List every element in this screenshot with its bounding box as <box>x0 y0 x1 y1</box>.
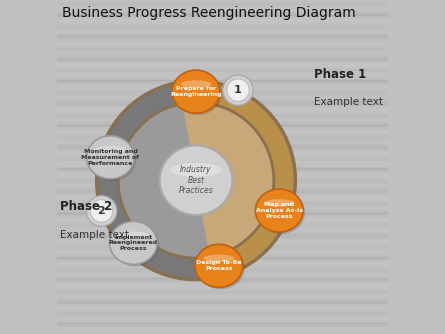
Ellipse shape <box>197 246 245 289</box>
Ellipse shape <box>118 231 149 239</box>
Ellipse shape <box>95 146 126 154</box>
Wedge shape <box>97 82 213 280</box>
Ellipse shape <box>112 223 159 267</box>
Ellipse shape <box>203 255 235 262</box>
Text: Map and
Analyze As-Is
Process: Map and Analyze As-Is Process <box>256 202 303 219</box>
Circle shape <box>86 196 117 226</box>
Ellipse shape <box>255 189 303 232</box>
Circle shape <box>90 200 113 222</box>
Text: Example text: Example text <box>60 230 129 240</box>
Ellipse shape <box>170 163 222 177</box>
Text: Implement
Reengineered
Process: Implement Reengineered Process <box>109 234 158 251</box>
Text: 1: 1 <box>234 85 242 95</box>
Text: Prepare for
Reengineering: Prepare for Reengineering <box>170 86 222 97</box>
Text: Design To-Be
Process: Design To-Be Process <box>196 261 242 271</box>
Ellipse shape <box>181 80 211 88</box>
Ellipse shape <box>174 72 222 115</box>
Ellipse shape <box>195 244 243 287</box>
Text: Phase 1: Phase 1 <box>314 67 366 80</box>
Wedge shape <box>97 82 213 280</box>
Text: Example text: Example text <box>314 98 383 108</box>
Ellipse shape <box>109 221 157 265</box>
Text: Industry
Best
Practices: Industry Best Practices <box>178 165 213 195</box>
Ellipse shape <box>257 191 305 234</box>
Ellipse shape <box>172 70 220 113</box>
Ellipse shape <box>89 138 136 181</box>
Text: Business Progress Reengineering Diagram: Business Progress Reengineering Diagram <box>62 6 356 20</box>
Text: Monitoring and
Measurement of
Performance: Monitoring and Measurement of Performanc… <box>81 149 139 166</box>
Ellipse shape <box>87 136 134 179</box>
Circle shape <box>223 75 253 106</box>
Circle shape <box>227 79 249 102</box>
Circle shape <box>97 81 295 280</box>
Ellipse shape <box>264 199 295 207</box>
Wedge shape <box>97 81 295 280</box>
Text: Phase 2: Phase 2 <box>60 200 113 213</box>
Text: 2: 2 <box>97 206 105 216</box>
Ellipse shape <box>160 146 232 215</box>
